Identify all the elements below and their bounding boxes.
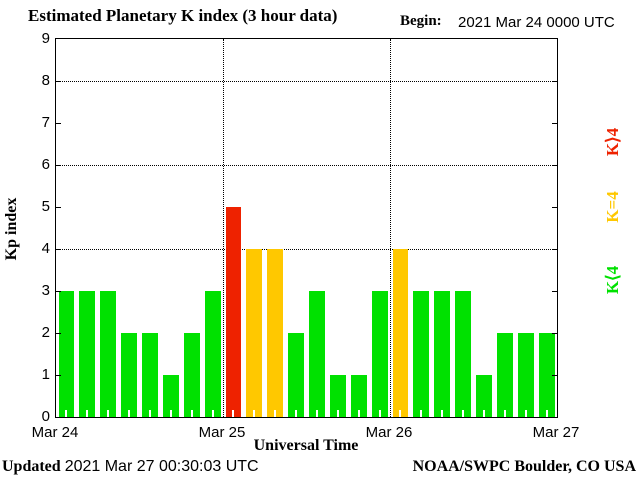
y-axis-tick bbox=[56, 249, 61, 250]
updated-timestamp: 2021 Mar 27 00:30:03 UTC bbox=[64, 458, 259, 475]
y-tick-label: 2 bbox=[41, 324, 50, 341]
kp-bar bbox=[121, 333, 137, 417]
y-axis-tick bbox=[552, 291, 557, 292]
y-tick-label: 7 bbox=[41, 114, 50, 131]
legend-label-low: K⟨4 bbox=[603, 265, 622, 295]
x-tick-label: Mar 25 bbox=[198, 424, 246, 441]
x-axis-minor-tick bbox=[107, 410, 110, 417]
x-axis-title: Universal Time bbox=[253, 437, 359, 454]
legend-label-mid: K=4 bbox=[603, 191, 622, 223]
kp-bar bbox=[496, 333, 513, 417]
updated-label: Updated bbox=[2, 458, 61, 475]
y-tick-label: 9 bbox=[41, 30, 50, 47]
kp-bar bbox=[267, 249, 284, 417]
kp-bar bbox=[350, 375, 367, 417]
y-axis-tick bbox=[56, 207, 61, 208]
x-axis-minor-tick bbox=[232, 410, 235, 417]
x-axis-minor-tick bbox=[399, 410, 402, 417]
kp-bar bbox=[413, 291, 430, 417]
kp-bar bbox=[225, 207, 242, 417]
kp-bar bbox=[162, 375, 179, 417]
y-grid-line bbox=[56, 81, 557, 82]
begin-label: Begin: bbox=[400, 13, 442, 29]
kp-bar bbox=[371, 291, 388, 417]
y-axis-tick bbox=[56, 333, 61, 334]
x-grid-line bbox=[390, 39, 391, 417]
credit-text: NOAA/SWPC Boulder, CO USA bbox=[412, 458, 636, 475]
x-tick-label: Mar 26 bbox=[365, 424, 413, 441]
y-tick-label: 5 bbox=[41, 198, 50, 215]
y-axis-tick bbox=[552, 207, 557, 208]
y-axis-tick bbox=[56, 123, 61, 124]
y-tick-label: 1 bbox=[41, 366, 50, 383]
y-axis-tick bbox=[552, 123, 557, 124]
x-axis-minor-tick bbox=[378, 410, 381, 417]
kp-bar bbox=[288, 333, 304, 417]
y-axis-tick bbox=[56, 375, 61, 376]
x-grid-line bbox=[223, 39, 224, 417]
y-tick-label: 3 bbox=[41, 282, 50, 299]
kp-bar bbox=[79, 291, 96, 417]
legend-label-high: K⟩4 bbox=[603, 127, 622, 157]
x-axis-minor-tick bbox=[148, 410, 151, 417]
kp-bar bbox=[329, 375, 346, 417]
kp-bar bbox=[246, 249, 263, 417]
kp-bar bbox=[517, 333, 534, 417]
x-axis-minor-tick bbox=[65, 410, 68, 417]
y-axis-tick bbox=[56, 165, 61, 166]
x-axis-minor-tick bbox=[482, 410, 485, 417]
x-axis-minor-tick bbox=[545, 410, 548, 417]
kp-bar bbox=[58, 291, 75, 417]
x-axis-minor-tick bbox=[462, 410, 465, 417]
x-axis-minor-tick bbox=[169, 410, 172, 417]
x-axis-minor-tick bbox=[190, 410, 193, 417]
kp-bar bbox=[183, 333, 200, 417]
y-axis-tick bbox=[56, 291, 61, 292]
begin-start-time: 2021 Mar 24 0000 UTC bbox=[458, 14, 615, 31]
x-axis-minor-tick bbox=[128, 410, 131, 417]
kp-bar bbox=[455, 291, 471, 417]
x-axis-minor-tick bbox=[336, 410, 339, 417]
kp-bar bbox=[476, 375, 492, 417]
x-axis-minor-tick bbox=[503, 410, 506, 417]
x-axis-minor-tick bbox=[211, 410, 214, 417]
x-axis-minor-tick bbox=[274, 410, 277, 417]
x-axis-minor-tick bbox=[295, 410, 298, 417]
x-axis-minor-tick bbox=[420, 410, 423, 417]
x-axis-minor-tick bbox=[357, 410, 360, 417]
kp-bar bbox=[392, 249, 409, 417]
kp-bar bbox=[309, 291, 325, 417]
y-axis-tick bbox=[552, 81, 557, 82]
y-tick-label: 4 bbox=[41, 240, 50, 257]
plot-area bbox=[55, 38, 558, 418]
y-tick-label: 6 bbox=[41, 156, 50, 173]
x-axis-minor-tick bbox=[86, 410, 89, 417]
y-axis-title: Kp index bbox=[3, 197, 20, 261]
kp-bar bbox=[434, 291, 451, 417]
y-axis-tick bbox=[552, 333, 557, 334]
x-tick-label: Mar 24 bbox=[31, 424, 79, 441]
updated-line: Updated 2021 Mar 27 00:30:03 UTC bbox=[2, 458, 259, 476]
x-axis-minor-tick bbox=[253, 410, 256, 417]
kp-bar bbox=[204, 291, 221, 417]
y-axis-tick bbox=[56, 81, 61, 82]
y-axis-tick bbox=[552, 249, 557, 250]
y-tick-label: 8 bbox=[41, 72, 50, 89]
x-axis-minor-tick bbox=[441, 410, 444, 417]
plot-inner bbox=[56, 39, 557, 417]
page-title: Estimated Planetary K index (3 hour data… bbox=[28, 6, 338, 25]
x-axis-minor-tick bbox=[524, 410, 527, 417]
y-tick-label: 0 bbox=[41, 408, 50, 425]
y-axis-tick bbox=[552, 165, 557, 166]
x-axis-minor-tick bbox=[315, 410, 318, 417]
y-grid-line bbox=[56, 165, 557, 166]
x-tick-label: Mar 27 bbox=[532, 424, 580, 441]
kp-bar bbox=[100, 291, 117, 417]
kp-bar bbox=[142, 333, 158, 417]
y-axis-tick bbox=[552, 375, 557, 376]
kp-bar bbox=[538, 333, 555, 417]
y-grid-line bbox=[56, 249, 557, 250]
